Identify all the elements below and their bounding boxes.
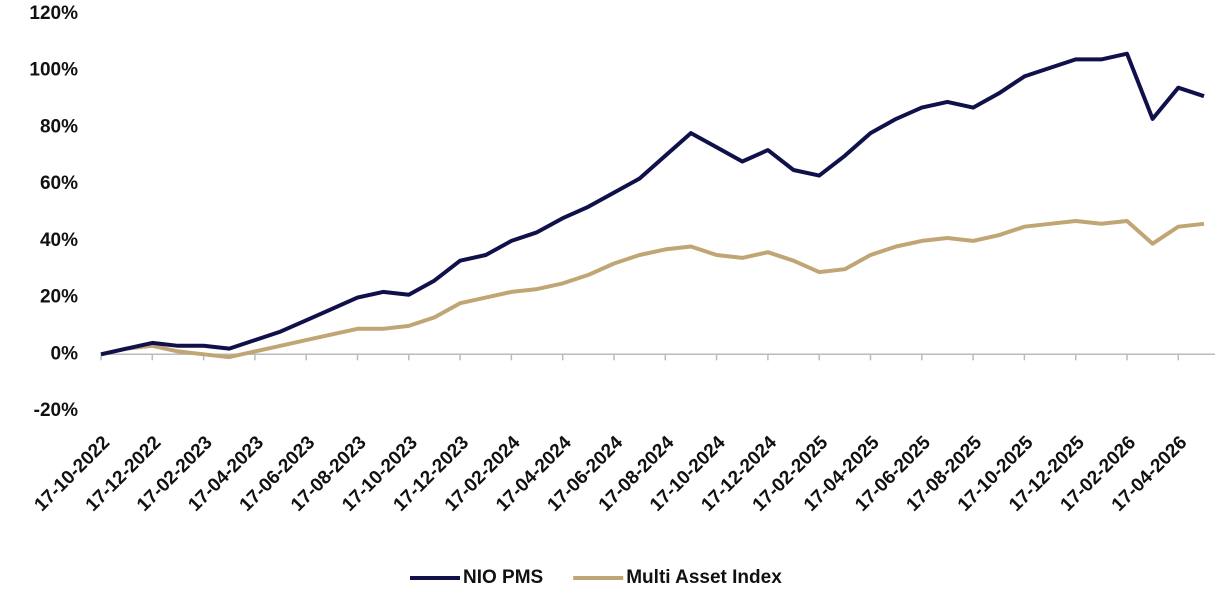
y-tick-label: -20% xyxy=(34,400,78,421)
y-tick-label: 20% xyxy=(40,287,78,308)
line-series xyxy=(100,219,1205,360)
y-tick-label: 100% xyxy=(29,60,78,81)
y-tick-label: 120% xyxy=(29,3,78,24)
legend-label: Multi Asset Index xyxy=(626,567,782,588)
y-tick-label: 0% xyxy=(51,343,79,364)
y-tick-label: 40% xyxy=(40,230,78,251)
legend: NIO PMS Multi Asset Index xyxy=(410,567,782,588)
line-series xyxy=(100,51,1205,357)
legend-label: NIO PMS xyxy=(463,567,543,588)
y-tick-label: 60% xyxy=(40,173,78,194)
y-tick-label: 80% xyxy=(40,116,78,137)
